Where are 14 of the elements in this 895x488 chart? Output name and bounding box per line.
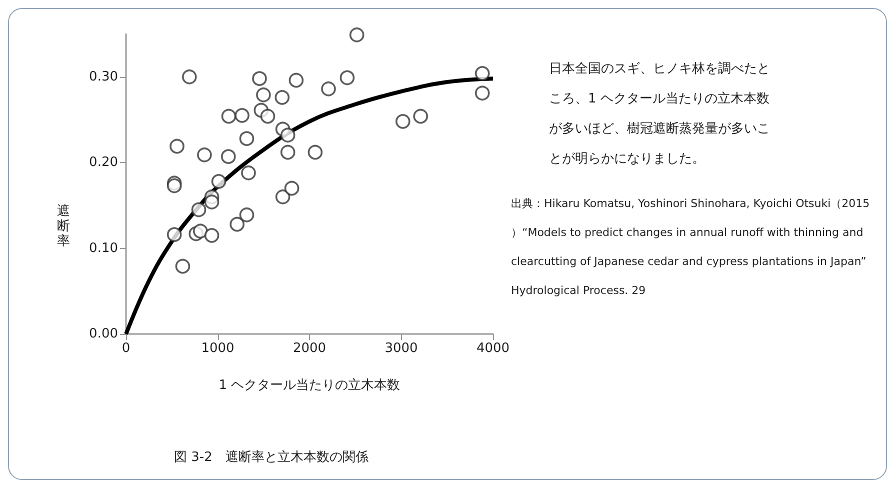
- text: 出典：Hikaru Komatsu, Yoshinori Shinohara, Kyoichi Otsuki（2015）“Models to predict changes in annual runoff with thinning and clearcutting of Japanese cedar and cypress plantations in Japan” Hydrological Process. 29: [511, 197, 870, 297]
- x-tick-label: 2000: [292, 341, 326, 356]
- x-tick-label: 0: [122, 341, 130, 356]
- x-axis-title: 1 ヘクタール当たりの立木本数: [218, 377, 400, 393]
- y-tick-label: 0.00: [89, 326, 118, 342]
- y-tick-label: 0.20: [89, 155, 118, 170]
- y-tick-label: 0.30: [89, 69, 118, 84]
- x-tick-label: 4000: [476, 341, 510, 356]
- x-tick-label: 1000: [201, 341, 234, 356]
- y-axis-title: 遮断率: [57, 204, 70, 249]
- x-tick-label: 3000: [384, 341, 418, 356]
- y-tick-label: 0.10: [89, 240, 118, 256]
- text: 日本全国のスギ、ヒノキ林を調べたところ、1 ヘクタール当たりの立木本数が多いほど、樹冠遮断蒸発量が多いことが明らかになりました。: [549, 62, 770, 166]
- text: 図 3-2 遮断率と立木本数の関係: [174, 449, 368, 465]
